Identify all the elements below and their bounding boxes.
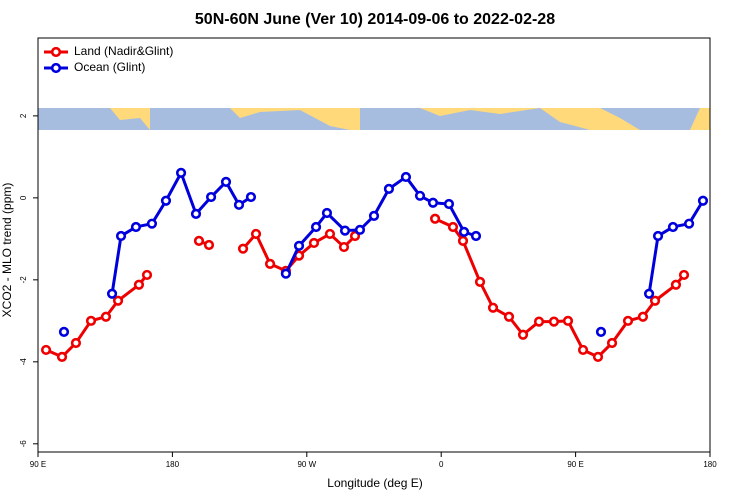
- y-tick-label: -2: [19, 276, 28, 284]
- point: [447, 221, 459, 233]
- point: [548, 316, 560, 327]
- x-tick-label: 180: [166, 460, 180, 469]
- point: [160, 195, 172, 206]
- x-tick-label: 90 W: [297, 460, 316, 469]
- point: [595, 326, 607, 337]
- legend-marker: [50, 46, 62, 58]
- point: [562, 315, 574, 326]
- point: [130, 221, 142, 233]
- point: [56, 351, 68, 363]
- point: [193, 235, 205, 247]
- point: [517, 329, 529, 340]
- x-tick-label: 180: [703, 460, 717, 469]
- x-tick-label: 90 E: [567, 460, 583, 469]
- point: [233, 199, 245, 210]
- point: [383, 183, 395, 194]
- point: [203, 239, 215, 251]
- point: [697, 195, 709, 206]
- point: [649, 295, 661, 306]
- point: [503, 311, 515, 322]
- x-tick-label: 0: [439, 460, 444, 469]
- point: [429, 213, 441, 224]
- point: [146, 218, 158, 229]
- point: [339, 225, 351, 236]
- point: [349, 230, 361, 242]
- point: [637, 311, 649, 322]
- point: [308, 237, 320, 249]
- point: [141, 269, 153, 281]
- point: [678, 269, 690, 281]
- point: [237, 243, 249, 254]
- point: [458, 226, 470, 237]
- series-line: [45, 273, 149, 359]
- point: [250, 228, 262, 240]
- point: [40, 344, 52, 356]
- plot-frame: [37, 37, 711, 453]
- point: [205, 191, 217, 203]
- point: [670, 279, 682, 290]
- point: [577, 344, 589, 356]
- point: [606, 337, 618, 349]
- point: [115, 230, 127, 242]
- y-tick-label: 0: [19, 195, 28, 200]
- map-band: [38, 108, 710, 130]
- point: [190, 208, 202, 219]
- point: [683, 218, 695, 229]
- point: [368, 210, 380, 221]
- point: [427, 197, 439, 208]
- point: [293, 240, 305, 251]
- point: [175, 167, 187, 178]
- point: [643, 288, 655, 299]
- point: [70, 337, 82, 349]
- legend-label: Land (Nadir&Glint): [74, 44, 173, 58]
- point: [592, 351, 604, 363]
- x-tick-label: 90 E: [30, 460, 46, 469]
- y-tick-label: 2: [19, 113, 28, 118]
- chart-title: 50N-60N June (Ver 10) 2014-09-06 to 2022…: [195, 11, 555, 28]
- point: [400, 171, 412, 183]
- point: [533, 316, 545, 327]
- y-axis-label: XCO2 - MLO trend (ppm): [0, 183, 14, 318]
- point: [414, 190, 426, 201]
- point: [100, 311, 112, 322]
- point: [321, 207, 333, 219]
- point: [622, 315, 634, 326]
- point: [324, 228, 336, 240]
- y-tick-label: -6: [19, 440, 28, 448]
- legend-marker: [50, 62, 62, 74]
- point: [58, 326, 70, 337]
- point: [338, 241, 350, 253]
- x-axis-label: Longitude (deg E): [327, 476, 422, 490]
- point: [280, 268, 291, 279]
- point: [220, 176, 232, 187]
- legend-label: Ocean (Glint): [74, 60, 145, 74]
- point: [264, 258, 276, 269]
- point: [133, 279, 145, 290]
- point: [245, 191, 257, 203]
- point: [487, 302, 499, 313]
- point: [85, 315, 97, 326]
- point: [474, 276, 486, 287]
- y-tick-label: -4: [19, 358, 28, 366]
- point: [106, 288, 118, 299]
- point: [457, 235, 469, 247]
- point: [354, 224, 366, 235]
- point: [652, 230, 664, 242]
- series-line: [110, 169, 252, 295]
- point: [310, 221, 322, 233]
- point: [470, 230, 482, 242]
- point: [112, 295, 124, 306]
- point: [667, 221, 679, 233]
- point: [443, 198, 455, 210]
